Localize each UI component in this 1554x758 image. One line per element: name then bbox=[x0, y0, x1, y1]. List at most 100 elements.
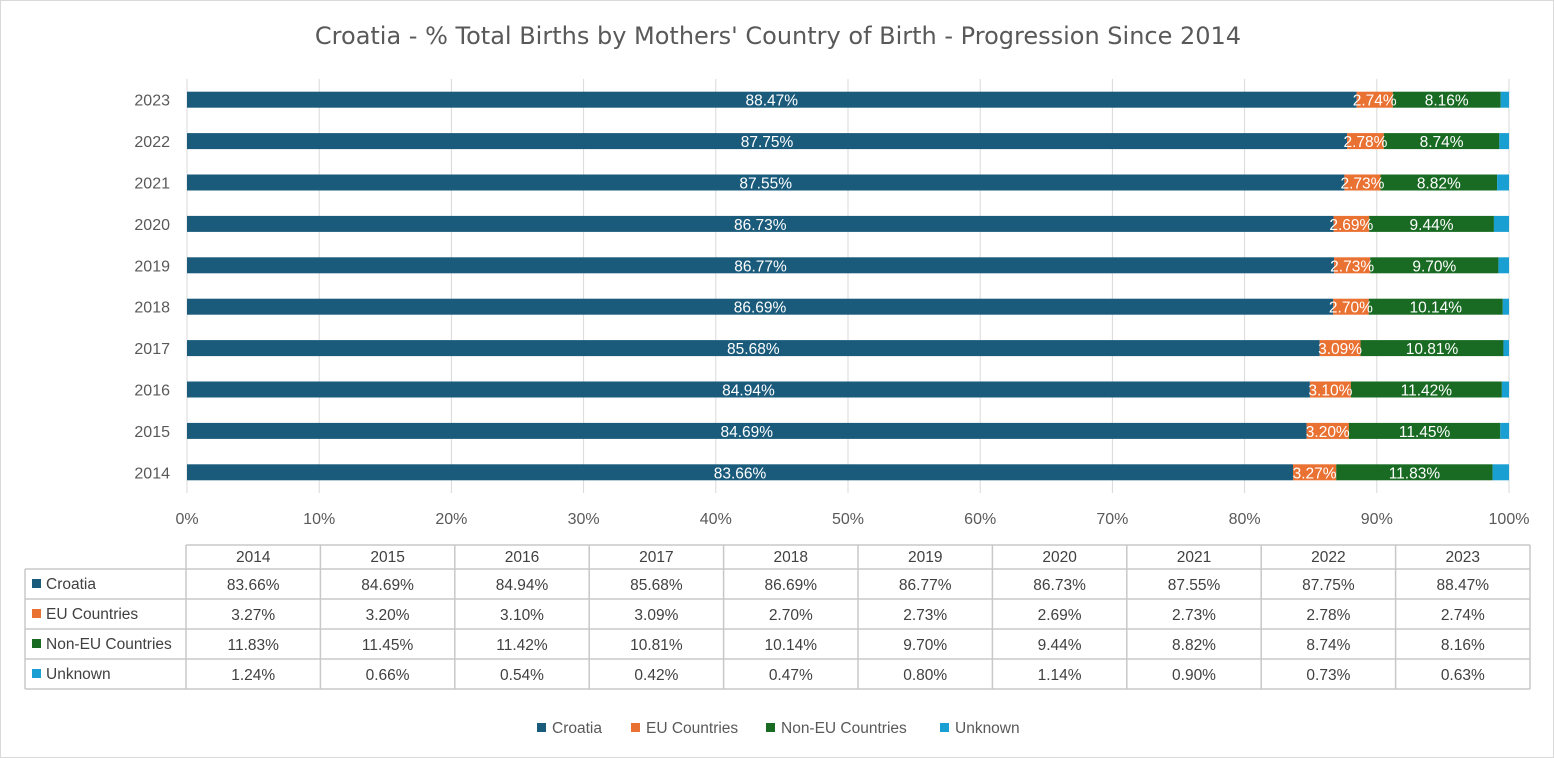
data-label: 3.27% bbox=[1293, 465, 1337, 482]
legend-key-eu-countries bbox=[631, 723, 640, 732]
bar-segment-croatia bbox=[187, 422, 1307, 439]
bar-segment-unknown bbox=[1499, 133, 1509, 150]
table-header-cell: 2015 bbox=[370, 549, 404, 566]
data-label: 85.68% bbox=[727, 341, 780, 358]
table-header-cell: 2019 bbox=[908, 549, 942, 566]
table-cell: 8.82% bbox=[1172, 637, 1216, 654]
x-tick-label: 90% bbox=[1361, 511, 1393, 528]
data-label: 84.94% bbox=[722, 383, 775, 400]
table-cell: 3.20% bbox=[366, 607, 410, 624]
table-cell: 84.94% bbox=[496, 577, 549, 594]
bar-segment-unknown bbox=[1500, 91, 1509, 108]
data-label: 2.73% bbox=[1330, 258, 1374, 275]
table-row-label: EU Countries bbox=[46, 606, 138, 623]
table-row-label: Unknown bbox=[46, 666, 111, 683]
table-header-cell: 2018 bbox=[774, 549, 808, 566]
data-label: 8.74% bbox=[1420, 134, 1464, 151]
table-cell: 2.73% bbox=[903, 607, 947, 624]
y-tick-label: 2015 bbox=[134, 424, 170, 441]
bar-segment-unknown bbox=[1501, 381, 1509, 398]
table-cell: 2.69% bbox=[1038, 607, 1082, 624]
bar-segment-non-eu-countries bbox=[1336, 464, 1493, 481]
bar-segment-unknown bbox=[1493, 215, 1509, 232]
bar-segment-eu-countries bbox=[1306, 422, 1349, 439]
bar-segment-unknown bbox=[1500, 422, 1509, 439]
bar-segment-eu-countries bbox=[1344, 174, 1381, 191]
table-cell: 9.44% bbox=[1038, 637, 1082, 654]
y-tick-label: 2020 bbox=[134, 217, 170, 234]
data-label: 10.14% bbox=[1409, 300, 1462, 317]
bar-segment-croatia bbox=[187, 133, 1348, 150]
table-cell: 1.14% bbox=[1038, 667, 1082, 684]
y-tick-label: 2021 bbox=[134, 176, 170, 193]
table-cell: 84.69% bbox=[361, 577, 414, 594]
data-label: 10.81% bbox=[1406, 341, 1459, 358]
x-tick-label: 0% bbox=[175, 511, 198, 528]
y-tick-label: 2022 bbox=[134, 134, 170, 151]
legend-key-non-eu-countries bbox=[766, 723, 775, 732]
bar-segment-non-eu-countries bbox=[1383, 133, 1500, 150]
data-table: 2014 2015 2016 2017 2018 2019 2020 2021 2022 2023… bbox=[24, 544, 1531, 690]
category-axis-labels: 2014 2015 2016 2017 2018 2019 2020 2021 2022 2023 bbox=[134, 93, 170, 483]
bar-segment-croatia bbox=[187, 257, 1335, 274]
data-label: 87.55% bbox=[739, 176, 792, 193]
table-cell: 10.81% bbox=[630, 637, 683, 654]
data-label: 9.44% bbox=[1410, 217, 1454, 234]
table-cell: 0.47% bbox=[769, 667, 813, 684]
x-tick-label: 20% bbox=[435, 511, 467, 528]
table-cell: 3.10% bbox=[500, 607, 544, 624]
x-tick-label: 10% bbox=[303, 511, 335, 528]
bar-segment-non-eu-countries bbox=[1370, 257, 1499, 274]
y-tick-label: 2016 bbox=[134, 383, 170, 400]
table-cell: 86.77% bbox=[899, 577, 952, 594]
y-tick-label: 2017 bbox=[134, 341, 170, 358]
table-row-label: Non-EU Countries bbox=[46, 636, 172, 653]
data-label: 3.09% bbox=[1318, 341, 1362, 358]
bar-segment-croatia bbox=[187, 215, 1334, 232]
table-cell: 10.14% bbox=[765, 637, 818, 654]
legend-label: Non-EU Countries bbox=[781, 720, 907, 737]
data-label: 86.77% bbox=[734, 258, 787, 275]
bar-segment-croatia bbox=[187, 464, 1293, 481]
data-label: 87.75% bbox=[741, 134, 794, 151]
bar-segment-croatia bbox=[187, 174, 1345, 191]
data-label: 3.20% bbox=[1306, 424, 1350, 441]
chart-title: Croatia - % Total Births by Mothers' Cou… bbox=[315, 22, 1241, 50]
data-label: 88.47% bbox=[745, 93, 798, 110]
table-cell: 86.69% bbox=[765, 577, 818, 594]
bar-segment-non-eu-countries bbox=[1392, 91, 1501, 108]
bar-segment-non-eu-countries bbox=[1380, 174, 1498, 191]
data-label: 2.69% bbox=[1329, 217, 1373, 234]
table-cell: 0.90% bbox=[1172, 667, 1216, 684]
legend-label: EU Countries bbox=[646, 720, 738, 737]
bar-segment-non-eu-countries bbox=[1350, 381, 1502, 398]
table-cell: 87.75% bbox=[1302, 577, 1355, 594]
table-legend-key bbox=[32, 579, 41, 588]
data-label: 11.83% bbox=[1389, 465, 1441, 482]
data-label: 8.82% bbox=[1417, 176, 1461, 193]
legend-label: Unknown bbox=[955, 720, 1020, 737]
bar-segment-unknown bbox=[1498, 257, 1509, 274]
table-header-cell: 2022 bbox=[1311, 549, 1345, 566]
data-label: 86.69% bbox=[734, 300, 787, 317]
legend-label: Croatia bbox=[552, 720, 602, 737]
table-header-cell: 2017 bbox=[639, 549, 673, 566]
table-header-cell: 2014 bbox=[236, 549, 271, 566]
table-legend-key bbox=[32, 609, 41, 618]
bar-segment-eu-countries bbox=[1292, 464, 1337, 481]
bar-segment-unknown bbox=[1492, 464, 1509, 481]
table-legend-key bbox=[32, 639, 41, 648]
data-label: 9.70% bbox=[1412, 258, 1456, 275]
y-tick-label: 2019 bbox=[134, 258, 170, 275]
data-label: 2.74% bbox=[1353, 93, 1397, 110]
table-cell: 87.55% bbox=[1168, 577, 1221, 594]
bar-segment-unknown bbox=[1497, 174, 1509, 191]
table-cell: 0.80% bbox=[903, 667, 947, 684]
table-cell: 2.78% bbox=[1306, 607, 1350, 624]
table-header-cell: 2021 bbox=[1177, 549, 1211, 566]
bar-segment-unknown bbox=[1503, 340, 1509, 357]
x-tick-label: 70% bbox=[1096, 511, 1128, 528]
table-cell: 86.73% bbox=[1033, 577, 1086, 594]
